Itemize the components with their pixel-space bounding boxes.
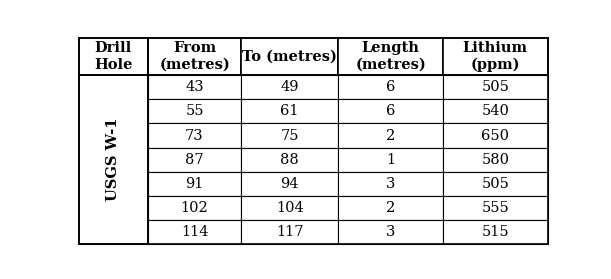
Text: 505: 505 bbox=[481, 177, 509, 191]
Bar bbox=[443, 38, 547, 75]
Bar bbox=[338, 75, 443, 99]
Text: 104: 104 bbox=[276, 201, 304, 215]
Bar bbox=[338, 99, 443, 124]
Bar bbox=[148, 220, 241, 244]
Text: 91: 91 bbox=[185, 177, 203, 191]
Bar bbox=[79, 148, 148, 172]
Bar bbox=[443, 124, 547, 148]
Text: 61: 61 bbox=[280, 104, 299, 118]
Bar bbox=[148, 124, 241, 148]
Bar bbox=[443, 99, 547, 124]
Bar bbox=[79, 99, 148, 124]
Bar bbox=[241, 99, 338, 124]
Bar bbox=[148, 196, 241, 220]
Text: 580: 580 bbox=[481, 153, 509, 167]
Text: 88: 88 bbox=[280, 153, 299, 167]
Text: 6: 6 bbox=[386, 104, 395, 118]
Bar bbox=[148, 75, 241, 99]
Bar bbox=[148, 148, 241, 172]
Bar bbox=[241, 38, 338, 75]
Bar bbox=[148, 99, 241, 124]
Bar bbox=[79, 124, 148, 148]
Text: 43: 43 bbox=[185, 80, 204, 94]
Bar bbox=[79, 75, 148, 244]
Bar bbox=[148, 172, 241, 196]
Text: 114: 114 bbox=[181, 225, 208, 239]
Bar bbox=[338, 124, 443, 148]
Text: 515: 515 bbox=[481, 225, 509, 239]
Text: 505: 505 bbox=[481, 80, 509, 94]
Bar bbox=[443, 172, 547, 196]
Text: 87: 87 bbox=[185, 153, 204, 167]
Text: 650: 650 bbox=[481, 129, 509, 143]
Text: From
(metres): From (metres) bbox=[159, 41, 230, 72]
Text: Drill
Hole: Drill Hole bbox=[94, 41, 133, 72]
Text: To (metres): To (metres) bbox=[242, 50, 337, 64]
Bar bbox=[79, 75, 148, 99]
Text: 2: 2 bbox=[386, 201, 395, 215]
Bar bbox=[241, 75, 338, 99]
Text: 117: 117 bbox=[276, 225, 304, 239]
Bar bbox=[443, 148, 547, 172]
Text: 3: 3 bbox=[386, 225, 395, 239]
Text: 1: 1 bbox=[386, 153, 395, 167]
Bar bbox=[148, 38, 241, 75]
Bar bbox=[338, 196, 443, 220]
Bar bbox=[79, 220, 148, 244]
Bar bbox=[79, 172, 148, 196]
Bar bbox=[241, 172, 338, 196]
Bar bbox=[443, 75, 547, 99]
Bar bbox=[338, 148, 443, 172]
Text: 49: 49 bbox=[280, 80, 299, 94]
Text: 75: 75 bbox=[280, 129, 299, 143]
Text: 540: 540 bbox=[481, 104, 509, 118]
Text: 73: 73 bbox=[185, 129, 204, 143]
Text: 2: 2 bbox=[386, 129, 395, 143]
Bar bbox=[79, 38, 148, 75]
Bar bbox=[443, 220, 547, 244]
Text: 102: 102 bbox=[181, 201, 208, 215]
Text: 3: 3 bbox=[386, 177, 395, 191]
Bar bbox=[241, 148, 338, 172]
Bar bbox=[79, 75, 148, 244]
Bar bbox=[338, 220, 443, 244]
Bar bbox=[241, 220, 338, 244]
Text: Lithium
(ppm): Lithium (ppm) bbox=[463, 41, 528, 72]
Bar bbox=[443, 196, 547, 220]
Text: 94: 94 bbox=[280, 177, 299, 191]
Bar bbox=[241, 124, 338, 148]
Text: Length
(metres): Length (metres) bbox=[356, 41, 426, 72]
Text: 555: 555 bbox=[481, 201, 509, 215]
Text: 55: 55 bbox=[185, 104, 204, 118]
Bar bbox=[338, 38, 443, 75]
Bar bbox=[241, 196, 338, 220]
Bar bbox=[338, 172, 443, 196]
Bar bbox=[79, 196, 148, 220]
Text: USGS W-1: USGS W-1 bbox=[106, 118, 120, 201]
Text: 6: 6 bbox=[386, 80, 395, 94]
